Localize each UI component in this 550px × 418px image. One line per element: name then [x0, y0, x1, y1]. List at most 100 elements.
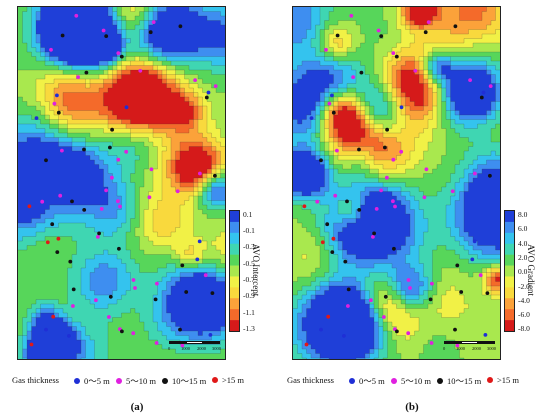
- contour-cell: [126, 272, 131, 278]
- contour-cell: [76, 272, 82, 278]
- contour-cell: [293, 29, 298, 35]
- contour-cell: [72, 358, 77, 359]
- contour-cell: [112, 268, 118, 273]
- contour-cell: [495, 16, 500, 21]
- contour-cell: [175, 29, 181, 35]
- contour-cell: [67, 236, 73, 242]
- contour-cell: [36, 25, 41, 30]
- contour-cell: [139, 259, 145, 264]
- contour-cell: [54, 236, 59, 242]
- contour-cell: [36, 205, 41, 210]
- contour-cell: [22, 61, 28, 66]
- contour-cell: [293, 124, 298, 129]
- contour-cell: [81, 218, 86, 224]
- contour-cell: [459, 124, 465, 129]
- contour-cell: [193, 263, 199, 269]
- contour-cell: [491, 38, 496, 44]
- contour-cell: [81, 151, 86, 156]
- contour-cell: [45, 43, 50, 48]
- contour-cell: [130, 97, 136, 102]
- contour-cell: [49, 146, 55, 152]
- contour-cell: [423, 11, 429, 17]
- contour-cell: [130, 358, 136, 359]
- contour-cell: [306, 47, 312, 53]
- contour-cell: [180, 151, 185, 156]
- contour-cell: [99, 191, 104, 197]
- contour-cell: [49, 358, 55, 359]
- contour-cell: [414, 115, 420, 120]
- contour-cell: [27, 160, 32, 165]
- contour-cell: [58, 187, 64, 192]
- contour-cell: [63, 205, 68, 210]
- contour-cell: [72, 200, 77, 206]
- contour-cell: [157, 281, 163, 287]
- contour-cell: [473, 47, 478, 53]
- contour-cell: [157, 56, 163, 62]
- contour-cell: [148, 56, 154, 62]
- contour-cell: [166, 358, 172, 359]
- contour-cell: [356, 92, 361, 98]
- contour-cell: [464, 16, 469, 21]
- contour-cell: [180, 178, 185, 183]
- contour-cell: [329, 20, 334, 26]
- contour-cell: [40, 205, 46, 210]
- well-marker: [124, 149, 129, 154]
- contour-cell: [216, 326, 221, 332]
- contour-cell: [94, 218, 100, 224]
- contour-cell: [58, 331, 64, 336]
- contour-cell: [202, 25, 208, 30]
- contour-cell: [58, 34, 64, 39]
- contour-cell: [22, 88, 28, 93]
- contour-cell: [67, 322, 73, 327]
- contour-cell: [428, 65, 433, 71]
- contour-cell: [410, 7, 415, 12]
- contour-cell: [18, 187, 23, 192]
- contour-cell: [162, 227, 167, 233]
- contour-cell: [103, 322, 109, 327]
- contour-cell: [450, 38, 456, 44]
- contour-cell: [198, 115, 203, 120]
- contour-cell: [63, 200, 68, 206]
- contour-cell: [455, 119, 460, 125]
- contour-cell: [36, 358, 41, 359]
- contour-cell: [22, 259, 28, 264]
- contour-cell: [302, 7, 307, 12]
- contour-cell: [202, 178, 208, 183]
- contour-cell: [153, 353, 158, 359]
- contour-cell: [76, 349, 82, 354]
- contour-cell: [121, 101, 127, 107]
- contour-cell: [45, 187, 50, 192]
- contour-cell: [85, 155, 91, 161]
- contour-cell: [45, 160, 50, 165]
- contour-cell: [130, 196, 136, 201]
- contour-cell: [81, 227, 86, 233]
- contour-cell: [464, 106, 469, 111]
- contour-cell: [157, 331, 163, 336]
- contour-cell: [72, 353, 77, 359]
- contour-cell: [31, 11, 37, 17]
- contour-cell: [40, 254, 46, 260]
- contour-cell: [103, 304, 109, 309]
- contour-cell: [90, 110, 95, 116]
- contour-cell: [144, 304, 149, 309]
- contour-cell: [202, 79, 208, 84]
- contour-cell: [36, 74, 41, 80]
- contour-cell: [202, 353, 208, 359]
- contour-cell: [220, 61, 225, 66]
- contour-cell: [72, 133, 77, 138]
- contour-cell: [171, 29, 176, 35]
- contour-cell: [410, 106, 415, 111]
- contour-cell: [392, 16, 397, 21]
- contour-cell: [76, 56, 82, 62]
- contour-cell: [351, 47, 357, 53]
- contour-cell: [220, 286, 225, 291]
- contour-cell: [85, 47, 91, 53]
- contour-cell: [90, 101, 95, 107]
- contour-cell: [144, 218, 149, 224]
- contour-cell: [351, 101, 357, 107]
- contour-cell: [103, 200, 109, 206]
- contour-cell: [315, 74, 321, 80]
- contour-cell: [94, 16, 100, 21]
- contour-cell: [94, 25, 100, 30]
- contour-cell: [157, 169, 163, 174]
